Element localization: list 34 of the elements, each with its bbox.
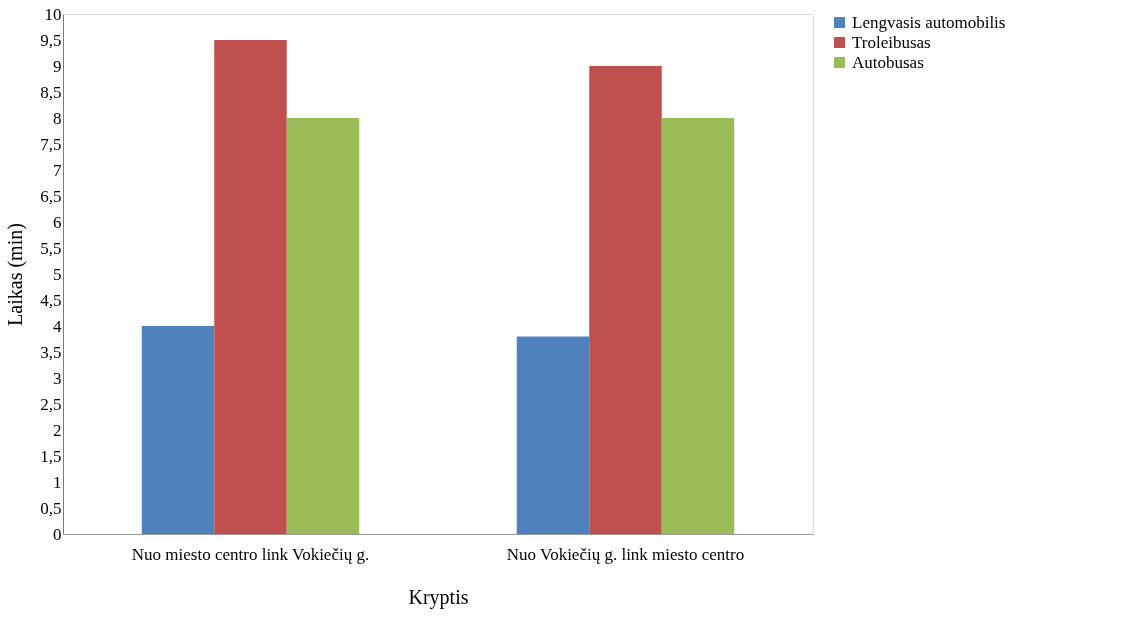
x-axis-title: Kryptis <box>408 585 469 609</box>
y-axis-title: Laikas (min) <box>4 223 28 326</box>
legend-label: Autobusas <box>852 52 924 72</box>
y-tick-label: 6,5 <box>40 186 62 206</box>
y-tick-label: 5,5 <box>40 238 62 258</box>
y-tick-label: 9 <box>53 56 62 76</box>
y-tick-label: 5 <box>53 264 62 284</box>
y-tick-label: 2 <box>53 420 62 440</box>
y-tick-label: 8,5 <box>40 82 62 102</box>
y-tick-label: 0,5 <box>40 498 62 518</box>
bar <box>661 118 735 534</box>
y-tick-label: 1 <box>53 472 62 492</box>
y-tick-label: 3 <box>53 368 62 388</box>
legend-label: Troleibusas <box>852 32 931 52</box>
y-tick-label: 7 <box>53 160 62 180</box>
bar <box>141 326 215 534</box>
legend-label: Lengvasis automobilis <box>852 12 1006 32</box>
y-tick-label: 0 <box>53 524 62 544</box>
x-tick-label: Nuo Vokiečių g. link miesto centro <box>506 544 745 564</box>
bar <box>286 118 360 534</box>
y-tick-label: 4,5 <box>40 290 62 310</box>
bar <box>589 66 662 534</box>
y-tick-label: 10 <box>44 4 62 24</box>
y-tick-label: 9,5 <box>40 30 62 50</box>
y-tick-label: 4 <box>53 316 62 336</box>
bar <box>214 40 287 534</box>
bar <box>516 336 590 534</box>
x-tick-label: Nuo miesto centro link Vokiečių g. <box>131 544 370 564</box>
y-tick-label: 7,5 <box>40 134 62 154</box>
y-tick-label: 6 <box>53 212 62 232</box>
y-tick-label: 2,5 <box>40 394 62 414</box>
y-tick-label: 1,5 <box>40 446 62 466</box>
y-tick-label: 3,5 <box>40 342 62 362</box>
y-tick-label: 8 <box>53 108 62 128</box>
